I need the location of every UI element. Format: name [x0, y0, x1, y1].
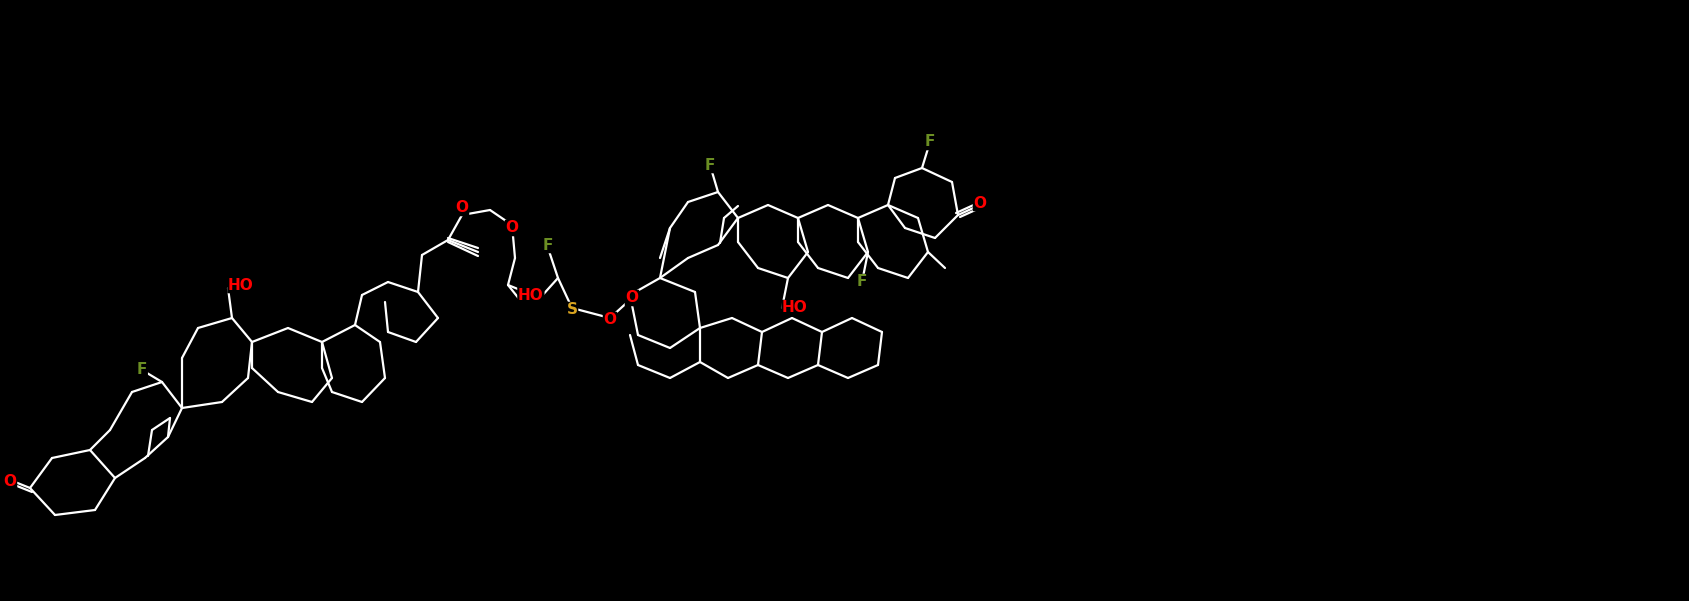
Text: F: F	[542, 237, 554, 252]
Text: O: O	[603, 313, 616, 328]
Text: O: O	[3, 475, 17, 489]
Text: F: F	[704, 157, 714, 172]
Text: F: F	[926, 135, 936, 150]
Text: O: O	[973, 195, 986, 210]
Text: HO: HO	[782, 300, 807, 316]
Text: O: O	[456, 201, 468, 216]
Text: O: O	[625, 290, 638, 305]
Text: HO: HO	[519, 287, 544, 302]
Text: O: O	[505, 221, 519, 236]
Text: F: F	[137, 362, 147, 377]
Text: F: F	[856, 275, 866, 290]
Text: HO: HO	[228, 278, 253, 293]
Text: S: S	[566, 302, 578, 317]
